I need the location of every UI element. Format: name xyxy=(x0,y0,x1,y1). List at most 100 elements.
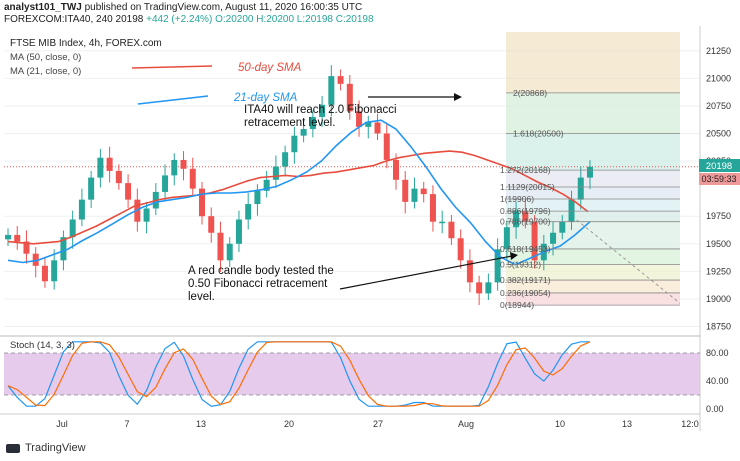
stoch-d-line xyxy=(7,341,591,407)
candle-body xyxy=(106,157,113,171)
legend-ma21: MA (21, close, 0) xyxy=(10,66,81,77)
candle-body xyxy=(374,122,381,134)
trend-dashed-line xyxy=(571,215,681,304)
candle-body xyxy=(522,210,529,222)
time-tick-label: 10 xyxy=(555,419,565,429)
stoch-tick-label: 80.00 xyxy=(706,348,729,358)
fib-level-label: 0.886(19796) xyxy=(500,206,551,216)
candle-body xyxy=(550,232,557,244)
fib-level-label: 1.272(20168) xyxy=(500,165,551,175)
note1-line1: ITA40 will reach 2.0 Fibonacci xyxy=(244,104,397,116)
price-tick-label: 19250 xyxy=(706,266,731,276)
candle-body xyxy=(115,170,122,184)
candle-body xyxy=(88,177,95,200)
stochastic-pane: 80.00 40.00 0.00 xyxy=(0,335,729,414)
price-tick-label: 19500 xyxy=(706,239,731,249)
candle-body xyxy=(5,234,11,240)
chart-header: analyst101_TWJ published on TradingView.… xyxy=(0,0,740,26)
tv-brand-text: TradingView xyxy=(25,442,86,454)
countdown-tag-value: 03:59:33 xyxy=(701,174,736,184)
candle-body xyxy=(60,237,67,261)
note2-arrow xyxy=(339,255,513,290)
fib-zone xyxy=(506,170,680,187)
price-axis[interactable]: 2125021000207502050020250197501950019250… xyxy=(699,26,731,431)
candle-body xyxy=(559,221,566,233)
candle-body xyxy=(291,135,298,153)
fib-level-label: 1(19906) xyxy=(500,194,534,204)
price-tick-label: 20500 xyxy=(706,128,731,138)
candle-body xyxy=(245,204,252,220)
time-tick-label: 27 xyxy=(373,419,383,429)
price-tick-label: 19000 xyxy=(706,294,731,304)
note1-arrowhead xyxy=(454,93,462,101)
ma21-line xyxy=(7,119,591,266)
candle-body xyxy=(531,221,538,261)
fib-zone xyxy=(506,211,680,222)
candle-body xyxy=(300,129,307,136)
fib-zone xyxy=(506,280,680,293)
fib-level-label: 0.236(19054) xyxy=(500,288,551,298)
candle-body xyxy=(189,168,196,189)
candle-body xyxy=(263,179,270,191)
candle-body xyxy=(457,238,464,261)
candle-body xyxy=(199,188,205,217)
fib-zone-upper xyxy=(506,32,680,93)
price-tick-label: 20750 xyxy=(706,101,731,111)
candle-body xyxy=(171,159,178,176)
candle-body xyxy=(337,76,344,84)
candle-body xyxy=(587,166,593,178)
fib-zone xyxy=(506,264,680,281)
fib-level-label: 0.618(19453) xyxy=(500,244,551,254)
fib-zone xyxy=(506,292,680,306)
candle-body xyxy=(41,265,48,282)
fib-level-label: 1.1129(20015) xyxy=(500,182,555,192)
note2-arrowhead xyxy=(510,252,518,260)
ohlc-values: O:20200 H:20200 L:20198 C:20198 xyxy=(215,14,374,25)
candle-body xyxy=(208,216,215,233)
time-axis[interactable]: Jul 7 13 20 27 Aug 10 13 12:0 xyxy=(0,413,700,429)
fib-level-label: 2(20868) xyxy=(513,88,547,98)
last-price-tag-value: 20198 xyxy=(706,161,732,172)
fibonacci-labels: 0(18944) 0.236(19054) 0.382(19171) 0.5(1931… xyxy=(500,88,680,310)
fib-zone xyxy=(506,198,680,212)
candle-body xyxy=(143,208,150,222)
author-name[interactable]: analyst101_TWJ xyxy=(4,2,82,13)
note1-line2: retracement level. xyxy=(244,117,335,129)
stoch-label: Stoch (14, 3, 3) xyxy=(10,340,75,351)
time-tick-label: Jul xyxy=(56,419,68,429)
candle-body xyxy=(328,76,335,105)
fib-level-label: 0(18944) xyxy=(500,300,534,310)
symbol-name: FOREXCOM:ITA40, 240 xyxy=(4,14,113,25)
price-chart[interactable]: 0(18944) 0.236(19054) 0.382(19171) 0.5(1931… xyxy=(0,26,740,459)
time-tick-label: 13 xyxy=(196,419,206,429)
sma50-annotation: 50-day SMA xyxy=(238,62,302,74)
tradingview-logo[interactable]: TradingView xyxy=(6,442,86,454)
note2-line2: 0.50 Fibonacci retracement xyxy=(188,278,328,290)
candle-body xyxy=(346,83,353,112)
candle-body xyxy=(356,111,363,127)
time-tick-label: 20 xyxy=(284,419,294,429)
time-tick-label: 7 xyxy=(124,419,129,429)
price-tick-label: 18750 xyxy=(706,321,731,331)
candle-body xyxy=(125,183,132,200)
candle-body xyxy=(365,122,372,127)
candle-body xyxy=(282,152,289,167)
price-change: +442 (+2.24%) xyxy=(146,14,213,25)
fib-level-label: 0.786(19700) xyxy=(500,217,551,227)
price-tick-label: 21000 xyxy=(706,73,731,83)
fib-zone xyxy=(506,133,680,171)
candle-body xyxy=(503,227,510,250)
note2-line3: level. xyxy=(188,291,215,303)
candle-body xyxy=(23,241,30,254)
publish-info: published on TradingView.com, August 11,… xyxy=(84,2,363,13)
candle-body xyxy=(319,104,326,117)
note2-line1: A red candle body tested the xyxy=(188,265,334,277)
sma21-annotation-line xyxy=(137,95,209,105)
candle-body xyxy=(180,159,187,169)
candle-body xyxy=(383,133,390,160)
candle-body xyxy=(97,157,104,178)
candle-body xyxy=(577,177,584,200)
sma50-annotation-line xyxy=(131,65,213,69)
candle-body xyxy=(568,199,575,222)
candle-body xyxy=(393,159,399,180)
